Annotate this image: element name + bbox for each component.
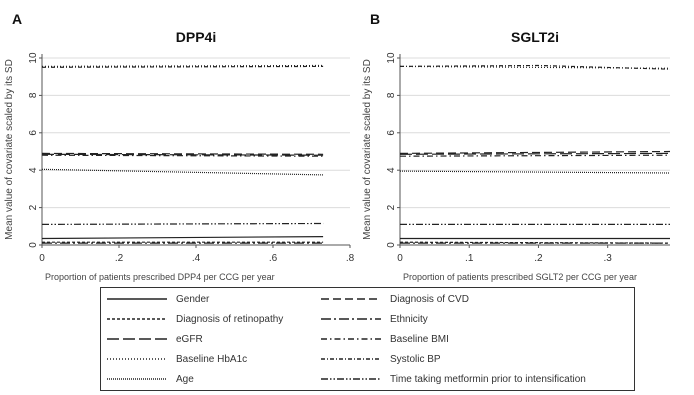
legend-swatch xyxy=(321,358,381,360)
panel-label: A xyxy=(12,11,22,27)
legend-item: Baseline HbA1c xyxy=(107,350,247,368)
series-line-gender xyxy=(41,236,324,240)
y-tick-label: 6 xyxy=(28,130,39,136)
y-tick-label: 2 xyxy=(28,204,39,210)
legend-item: Ethnicity xyxy=(321,310,428,328)
x-axis-label: Proportion of patients prescribed SGLT2 … xyxy=(403,272,637,282)
series-line-age xyxy=(41,168,324,176)
x-tick-label: .2 xyxy=(534,253,543,264)
chart-panel-a: A DPP4i 0 2 4 6 8 10 0 .2 .4 .6 .8 Proportion of pati… xyxy=(4,11,355,282)
y-tick-label: 8 xyxy=(386,92,397,98)
series-line-diagnosis-of-cvd xyxy=(399,150,671,154)
legend-item: Gender xyxy=(107,290,209,308)
legend-label: Gender xyxy=(176,293,210,305)
series-line-systolic-bp xyxy=(399,64,671,70)
y-axis-label: Mean value of covariate scaled by its SD xyxy=(4,59,15,240)
series-line-baseline-hba1c xyxy=(399,65,671,69)
x-tick-label: .2 xyxy=(115,253,124,264)
legend-label: Age xyxy=(176,373,194,385)
legend-swatch xyxy=(107,298,167,300)
y-axis-label: Mean value of covariate scaled by its SD xyxy=(362,59,373,240)
series-line-egfr xyxy=(399,152,671,155)
legend-label: Time taking metformin prior to intensifi… xyxy=(390,373,586,385)
panel-label: B xyxy=(370,11,380,27)
chart-title: SGLT2i xyxy=(511,29,559,45)
x-tick-label: 0 xyxy=(39,253,45,264)
series-line-diagnosis-of-cvd xyxy=(41,152,324,155)
legend-item: eGFR xyxy=(107,330,203,348)
legend-swatch xyxy=(107,358,167,360)
legend-label: Diagnosis of retinopathy xyxy=(176,313,284,325)
series-line-egfr xyxy=(41,153,324,156)
y-tick-label: 4 xyxy=(386,167,397,173)
x-tick-label: 0 xyxy=(397,253,403,264)
legend-swatch xyxy=(321,338,381,340)
y-tick-label: 0 xyxy=(28,242,39,248)
series-line-baseline-bmi xyxy=(41,154,324,157)
series-line-time-taking-metformin-prior-to-intensification xyxy=(41,222,324,225)
legend-label: Diagnosis of CVD xyxy=(390,293,469,305)
legend-label: Baseline BMI xyxy=(390,333,449,345)
legend-label: Ethnicity xyxy=(390,313,428,325)
chart-panel-b: B SGLT2i 0 2 4 6 8 10 0 .1 .2 .3 Proportion of patie… xyxy=(362,11,671,282)
legend-item: Age xyxy=(107,370,194,388)
legend-label: eGFR xyxy=(176,333,203,345)
series-line-age xyxy=(399,170,671,174)
x-tick-label: .4 xyxy=(192,253,201,264)
legend-item: Diagnosis of CVD xyxy=(321,290,469,308)
series-line-systolic-bp xyxy=(41,65,324,68)
legend-swatch xyxy=(107,378,167,380)
y-tick-label: 8 xyxy=(28,92,39,98)
x-axis-label: Proportion of patients prescribed DPP4 p… xyxy=(45,272,275,282)
x-tick-label: .6 xyxy=(269,253,278,264)
y-tick-label: 6 xyxy=(386,130,397,136)
legend-swatch xyxy=(321,378,381,380)
y-tick-label: 10 xyxy=(386,52,397,64)
x-tick-label: .3 xyxy=(604,253,613,264)
x-tick-label: .1 xyxy=(465,253,474,264)
x-tick-label: .8 xyxy=(346,253,355,264)
legend-item: Time taking metformin prior to intensifi… xyxy=(321,370,586,388)
legend-item: Baseline BMI xyxy=(321,330,449,348)
legend-label: Baseline HbA1c xyxy=(176,353,248,365)
y-tick-label: 10 xyxy=(28,52,39,64)
legend: Gender Diagnosis of retinopathy eGFR Baseli… xyxy=(100,287,635,391)
legend-item: Diagnosis of retinopathy xyxy=(107,310,283,328)
legend-item: Systolic BP xyxy=(321,350,441,368)
series-line-baseline-bmi xyxy=(399,154,671,157)
series-line-baseline-hba1c xyxy=(41,64,324,67)
legend-label: Systolic BP xyxy=(390,353,441,365)
legend-swatch xyxy=(107,318,167,320)
legend-swatch xyxy=(321,318,381,320)
y-tick-label: 2 xyxy=(386,204,397,210)
legend-swatch xyxy=(321,298,381,300)
chart-figure: A DPP4i 0 2 4 6 8 10 0 .2 .4 .6 .8 Proportion of pati… xyxy=(4,11,671,282)
chart-title: DPP4i xyxy=(176,29,216,45)
y-tick-label: 4 xyxy=(28,167,39,173)
y-tick-label: 0 xyxy=(386,242,397,248)
legend-swatch xyxy=(107,338,167,340)
